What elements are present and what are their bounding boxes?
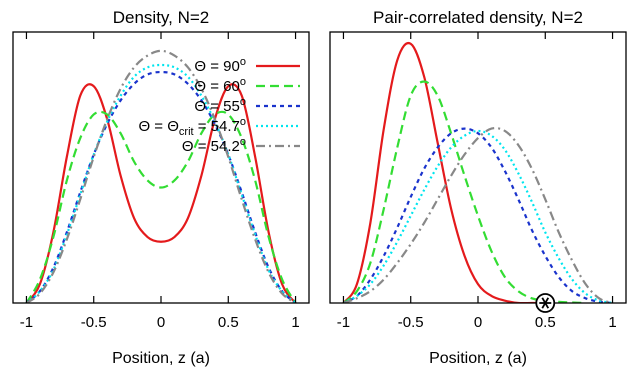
x-axis-label: Position, z (a) <box>112 350 210 367</box>
x-tick-label: -1 <box>20 314 33 331</box>
legend-label: Θ = 54.2o <box>182 136 246 155</box>
series-line-3 <box>25 70 297 303</box>
chart-title: Pair-correlated density, N=2 <box>373 8 583 27</box>
x-tick-label: 0.5 <box>218 314 239 331</box>
x-tick-label: 0 <box>474 314 482 331</box>
legend-label: Θ = 60o <box>194 76 246 95</box>
x-tick-label: 1 <box>291 314 299 331</box>
plot-area <box>342 42 613 303</box>
x-tick-label: -1 <box>337 314 350 331</box>
legend-label: Θ = Θcrit = 54.7o <box>138 116 246 138</box>
series-line-5 <box>343 127 613 303</box>
series-line-2 <box>25 110 297 303</box>
legend-label: Θ = 90o <box>194 56 246 75</box>
series-line-1 <box>25 83 297 303</box>
legend-entry-1: Θ = 90o <box>194 56 300 75</box>
series-line-5 <box>25 49 297 303</box>
legend-entry-5: Θ = 54.2o <box>182 136 300 155</box>
plot-frame <box>329 31 627 304</box>
legend-label: Θ = 55o <box>194 96 246 115</box>
series-line-3 <box>342 127 613 303</box>
x-tick-label: -0.5 <box>398 314 424 331</box>
legend-entry-2: Θ = 60o <box>194 76 300 95</box>
legend-entry-3: Θ = 55o <box>194 96 300 115</box>
x-tick-label: 0 <box>157 314 165 331</box>
x-tick-label: 0.5 <box>535 314 556 331</box>
x-axis-label: Position, z (a) <box>429 350 527 367</box>
x-tick-label: -0.5 <box>81 314 107 331</box>
chart-title: Density, N=2 <box>113 8 210 27</box>
plot-area <box>25 49 297 303</box>
density-panel: Density, N=2 -1 -0.5 0 0.5 1 Position, z (a) Θ … <box>12 8 310 367</box>
x-tick-label: 1 <box>608 314 616 331</box>
series-line-1 <box>342 42 546 303</box>
series-line-4 <box>342 129 613 303</box>
circled-asterisk-marker <box>535 293 556 313</box>
legend-entry-4: Θ = Θcrit = 54.7o <box>138 116 300 138</box>
pair-correlated-density-panel: Pair-correlated density, N=2 -1 -0.5 0 0.5 1 P… <box>329 8 627 367</box>
